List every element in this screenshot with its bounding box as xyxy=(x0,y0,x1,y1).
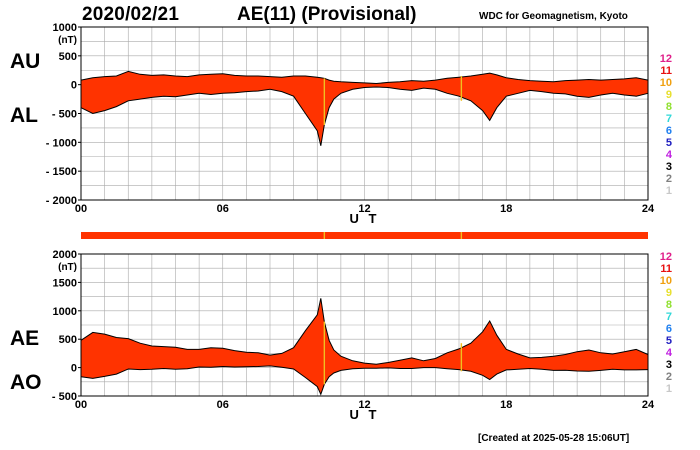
legend-item: 10 xyxy=(659,275,672,287)
station-bar xyxy=(81,232,648,239)
legend-item: 2 xyxy=(665,371,672,383)
x-tick-label: 24 xyxy=(642,399,655,411)
au-label: AU xyxy=(10,50,41,73)
legend-item: 4 xyxy=(665,149,672,161)
index-fill-area xyxy=(81,71,648,146)
x-axis-label: U T xyxy=(350,407,380,422)
legend-item: 3 xyxy=(665,359,672,371)
legend-item: 11 xyxy=(660,263,672,275)
unit-label: (nT) xyxy=(58,35,77,46)
legend-item: 9 xyxy=(665,89,672,101)
legend-item: 1 xyxy=(665,383,672,395)
y-tick-label: - 1500 xyxy=(46,166,77,178)
legend-item: 8 xyxy=(665,101,672,113)
y-tick-label: 1500 xyxy=(53,277,77,289)
ao-label: AO xyxy=(10,371,42,394)
x-tick-label: 06 xyxy=(217,203,229,215)
y-tick-label: - 500 xyxy=(52,109,77,121)
x-tick-label: 12 xyxy=(358,399,370,411)
y-tick-label: - 2000 xyxy=(46,195,77,207)
y-tick-label: 500 xyxy=(59,51,77,63)
legend-item: 5 xyxy=(665,335,672,347)
legend-item: 3 xyxy=(665,161,672,173)
legend-item: 7 xyxy=(665,113,672,125)
plot-frame xyxy=(80,253,649,397)
legend-item: 6 xyxy=(665,125,672,137)
x-tick-label: 06 xyxy=(217,399,229,411)
legend-item: 10 xyxy=(659,77,672,89)
ae-label: AE xyxy=(10,327,40,350)
x-tick-label: 00 xyxy=(75,399,87,411)
unit-label: (nT) xyxy=(58,262,77,273)
series-line-al xyxy=(80,86,649,146)
legend-item: 4 xyxy=(665,347,672,359)
y-tick-label: 0 xyxy=(71,80,77,92)
legend-item: 12 xyxy=(659,251,672,263)
x-tick-label: 18 xyxy=(500,203,512,215)
legend-item: 7 xyxy=(665,311,672,323)
source-credit: WDC for Geomagnetism, Kyoto xyxy=(479,11,628,22)
series-line-ao xyxy=(80,365,649,396)
legend-item: 11 xyxy=(660,65,672,77)
x-tick-label: 18 xyxy=(500,399,512,411)
x-tick-label: 00 xyxy=(75,203,87,215)
legend-item: 12 xyxy=(659,53,672,65)
x-axis-label: U T xyxy=(350,211,380,226)
y-tick-label: 1000 xyxy=(53,306,77,318)
legend-item: 5 xyxy=(665,137,672,149)
legend-item: 8 xyxy=(665,299,672,311)
date-title: 2020/02/21 xyxy=(82,4,180,25)
series-line-au xyxy=(80,70,649,85)
legend-item: 2 xyxy=(665,173,672,185)
series-line-ae xyxy=(80,298,649,365)
x-tick-label: 12 xyxy=(358,203,370,215)
y-tick-label: 1000 xyxy=(53,22,77,34)
y-tick-label: 0 xyxy=(71,363,77,375)
y-tick-label: 2000 xyxy=(53,249,77,261)
chart-title: AE(11) (Provisional) xyxy=(237,4,417,25)
al-label: AL xyxy=(10,104,38,127)
y-tick-label: 500 xyxy=(59,334,77,346)
created-timestamp: [Created at 2025-05-28 15:06UT] xyxy=(478,433,630,444)
y-tick-label: - 500 xyxy=(52,391,77,403)
legend-item: 9 xyxy=(665,287,672,299)
x-tick-label: 24 xyxy=(642,203,655,215)
legend-item: 1 xyxy=(665,185,672,197)
y-tick-label: - 1000 xyxy=(46,137,77,149)
legend-item: 6 xyxy=(665,323,672,335)
